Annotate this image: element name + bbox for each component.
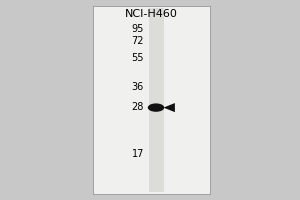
Bar xyxy=(148,8,164,192)
Text: 72: 72 xyxy=(131,36,144,46)
Text: 95: 95 xyxy=(132,24,144,34)
Text: NCI-H460: NCI-H460 xyxy=(125,9,178,19)
Ellipse shape xyxy=(148,103,164,112)
Polygon shape xyxy=(164,103,175,112)
Text: 17: 17 xyxy=(132,149,144,159)
Text: 55: 55 xyxy=(131,53,144,63)
Text: 28: 28 xyxy=(132,102,144,112)
Text: 36: 36 xyxy=(132,82,144,92)
Bar xyxy=(93,6,210,194)
